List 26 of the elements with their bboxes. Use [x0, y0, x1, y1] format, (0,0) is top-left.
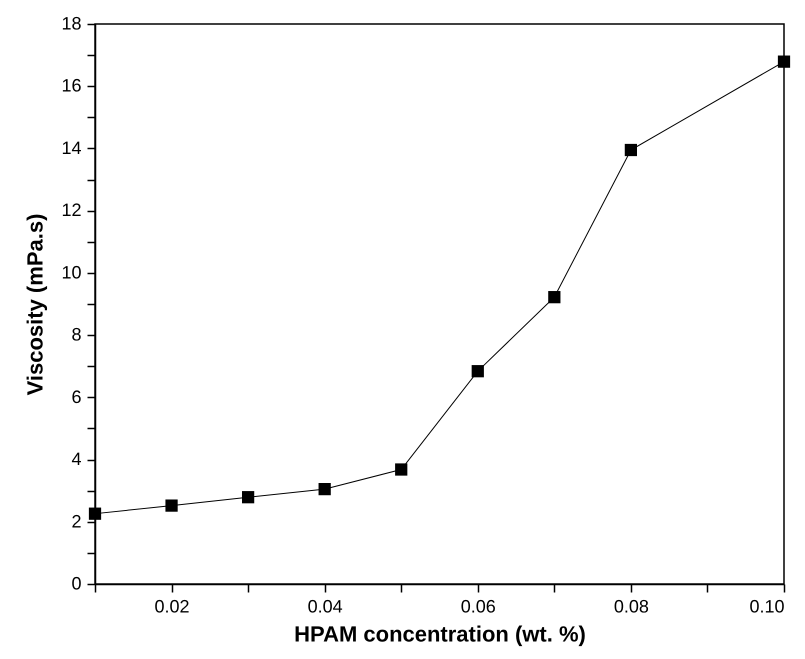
y-tick-label: 10 — [61, 262, 82, 282]
point — [548, 291, 560, 304]
point — [395, 463, 408, 476]
point — [472, 365, 484, 378]
point — [165, 499, 178, 512]
y-tick-label: 2 — [71, 511, 82, 532]
point — [318, 482, 331, 496]
point — [778, 56, 790, 68]
point — [242, 491, 254, 504]
x-tick-label: 0.10 — [749, 596, 784, 616]
x-tick-label: 0.08 — [614, 596, 649, 616]
x-axis-title: HPAM concentration (wt. %) — [294, 622, 586, 646]
x-tick-label: 0.02 — [154, 596, 190, 616]
y-axis-title: Viscosity (mPa.s) — [22, 214, 48, 396]
y-tick-label: 8 — [71, 324, 82, 345]
y-tick-label: 6 — [71, 386, 82, 407]
y-tick-label: 12 — [61, 200, 82, 220]
y-tick-label: 16 — [61, 76, 82, 96]
y-tick-label: 0 — [71, 574, 82, 594]
x-tick-label: 0.06 — [460, 596, 496, 616]
x-tick-label: 0.04 — [308, 596, 343, 616]
y-tick-label: 18 — [61, 14, 82, 34]
point — [88, 508, 102, 520]
y-tick-label: 4 — [71, 449, 82, 470]
y-tick-label: 14 — [61, 138, 82, 158]
point — [624, 144, 638, 156]
